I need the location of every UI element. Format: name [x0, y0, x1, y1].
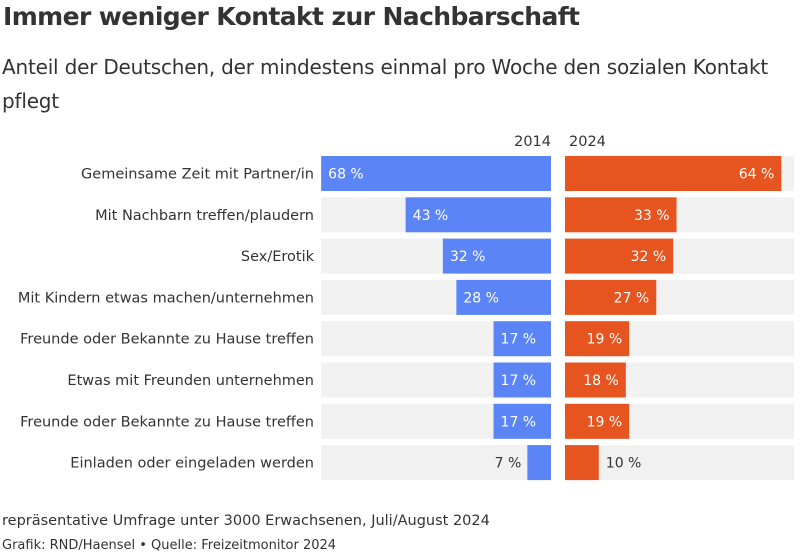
value-label-2024: 32 % [631, 249, 667, 265]
value-label-2024: 10 % [606, 456, 642, 472]
series-header-2024: 2024 [569, 134, 606, 150]
track-right [565, 445, 794, 481]
value-label-2024: 19 % [587, 414, 623, 430]
chart-subtitle: Anteil der Deutschen, der mindestens ein… [2, 55, 768, 113]
category-label: Freunde oder Bekannte zu Hause treffen [20, 332, 314, 348]
value-label-2014: 17 % [501, 414, 537, 430]
bar-2024 [565, 156, 782, 191]
series-header-2014: 2014 [514, 134, 551, 150]
track-left [321, 445, 551, 481]
bar-2024 [565, 321, 630, 357]
chart-row: Einladen oder eingeladen werden 7 % 10 % [70, 445, 794, 481]
bar-2024 [565, 197, 677, 233]
bar-2014 [493, 362, 551, 398]
category-label: Mit Kindern etwas machen/unternehmen [18, 290, 314, 306]
bar-2024 [565, 403, 630, 439]
chart-title: Immer weniger Kontakt zur Nachbarschaft [3, 2, 580, 31]
category-label: Sex/Erotik [241, 249, 315, 265]
chart-row: Sex/Erotik 32 % 32 % [241, 238, 794, 274]
value-label-2014: 17 % [501, 373, 537, 389]
category-label: Gemeinsame Zeit mit Partner/in [81, 167, 314, 183]
category-label: Etwas mit Freunden unternehmen [67, 373, 314, 389]
bar-2014 [321, 156, 551, 191]
bar-2014 [405, 197, 551, 233]
chart-rows: Gemeinsame Zeit mit Partner/in 68 % 64 % Mi… [18, 156, 794, 481]
value-label-2014: 17 % [501, 332, 537, 348]
value-label-2024: 64 % [739, 167, 775, 183]
value-label-2014: 7 % [495, 456, 522, 472]
category-label: Einladen oder eingeladen werden [70, 456, 314, 472]
bar-2024 [565, 279, 657, 315]
bar-2014 [493, 321, 551, 357]
chart-row: Freunde oder Bekannte zu Hause treffen 17… [20, 403, 794, 439]
category-label: Mit Nachbarn treffen/plaudern [95, 208, 314, 224]
butterfly-bar-chart: 2014 2024 Gemeinsame Zeit mit Partner/in 6… [18, 134, 794, 481]
chart-row: Freunde oder Bekannte zu Hause treffen 17… [20, 321, 794, 357]
bar-2014 [527, 445, 551, 481]
bar-2024 [565, 445, 599, 481]
value-label-2024: 27 % [614, 290, 650, 306]
bar-2014 [442, 238, 551, 274]
value-label-2014: 43 % [413, 208, 449, 224]
value-label-2014: 28 % [463, 290, 499, 306]
chart-row: Gemeinsame Zeit mit Partner/in 68 % 64 % [81, 156, 794, 191]
value-label-2024: 18 % [583, 373, 619, 389]
survey-note: repräsentative Umfrage unter 3000 Erwach… [2, 513, 490, 529]
value-label-2024: 33 % [634, 208, 670, 224]
bar-2024 [565, 238, 674, 274]
category-label: Freunde oder Bekannte zu Hause treffen [20, 414, 314, 430]
bar-2024 [565, 362, 626, 398]
chart-row: Mit Nachbarn treffen/plaudern 43 % 33 % [95, 197, 794, 233]
series-year-headers: 2014 2024 [514, 134, 606, 150]
value-label-2014: 68 % [328, 167, 364, 183]
bar-2014 [493, 403, 551, 439]
chart-row: Etwas mit Freunden unternehmen 17 % 18 % [67, 362, 794, 398]
source-credit: Grafik: RND/Haensel • Quelle: Freizeitmo… [2, 538, 337, 553]
value-label-2024: 19 % [587, 332, 623, 348]
bar-2014 [456, 279, 551, 315]
value-label-2014: 32 % [450, 249, 486, 265]
chart-row: Mit Kindern etwas machen/unternehmen 28 %… [18, 279, 794, 315]
